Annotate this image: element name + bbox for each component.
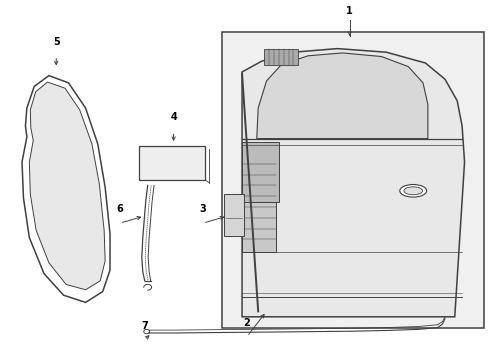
- Polygon shape: [242, 49, 464, 317]
- Text: 3: 3: [199, 204, 206, 214]
- Text: 4: 4: [170, 112, 177, 122]
- Text: 2: 2: [243, 318, 250, 328]
- Bar: [224, 194, 243, 236]
- Bar: [242, 142, 278, 202]
- Polygon shape: [29, 82, 105, 290]
- Bar: [242, 149, 276, 252]
- Ellipse shape: [403, 187, 422, 195]
- Polygon shape: [256, 53, 427, 139]
- Polygon shape: [22, 76, 110, 302]
- Text: 1: 1: [346, 6, 352, 16]
- Ellipse shape: [399, 184, 426, 197]
- Bar: [139, 146, 205, 180]
- Bar: [222, 32, 483, 328]
- Text: 7: 7: [141, 321, 147, 331]
- Text: 5: 5: [53, 37, 60, 47]
- Bar: [264, 49, 298, 65]
- Text: 6: 6: [116, 204, 123, 214]
